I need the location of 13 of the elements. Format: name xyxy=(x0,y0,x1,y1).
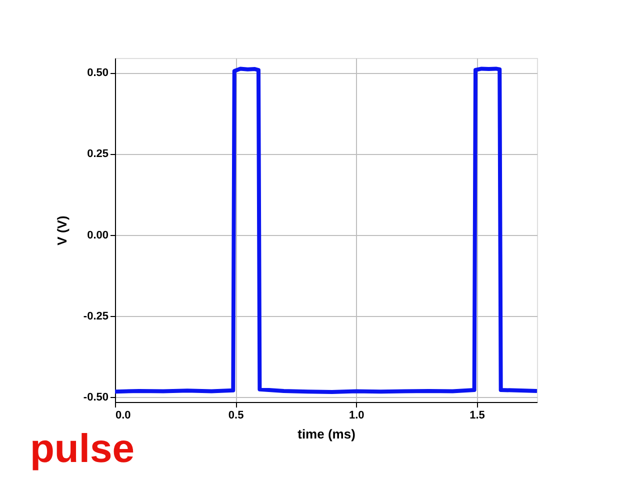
x-tick-label: 0.5 xyxy=(228,410,244,422)
y-tick-label: 0.50 xyxy=(87,67,108,80)
x-tick-label: 1.5 xyxy=(470,410,485,422)
y-tick-label: 0.00 xyxy=(87,229,108,242)
y-axis-title: V (V) xyxy=(54,216,70,246)
x-tick-label: 0.0 xyxy=(116,410,131,422)
text: pulse xyxy=(30,427,134,471)
x-axis-title: time (ms) xyxy=(298,426,356,442)
x-tick-label: 1.0 xyxy=(348,410,364,422)
y-tick-label: -0.50 xyxy=(83,392,108,404)
line-series xyxy=(115,66,537,394)
y-tick-label: -0.25 xyxy=(83,310,108,322)
y-tick-label: 0.25 xyxy=(87,148,108,160)
